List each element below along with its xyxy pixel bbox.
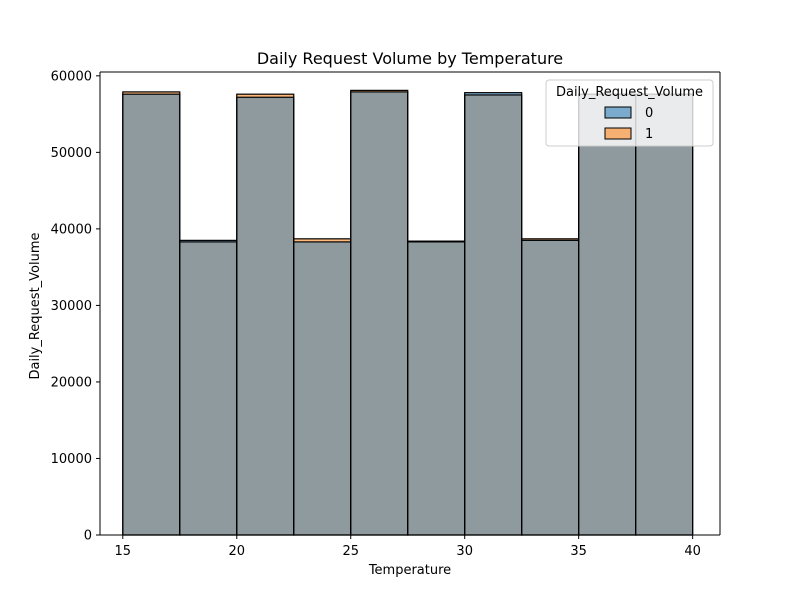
histogram-bar-series-1-excess bbox=[350, 90, 408, 92]
chart-title: Daily Request Volume by Temperature bbox=[257, 49, 563, 68]
legend-title: Daily_Request_Volume bbox=[556, 85, 703, 100]
histogram-bar-series-1-excess bbox=[236, 94, 294, 98]
histogram-bar-overlap bbox=[179, 241, 237, 535]
x-tick-label: 20 bbox=[228, 544, 245, 559]
y-tick-label: 40000 bbox=[51, 222, 92, 237]
axes-layer: 15 20 25 30 35 40 0 10000 20000 30000 40000 50000 60… bbox=[51, 69, 721, 559]
y-tick-label: 20000 bbox=[51, 375, 92, 390]
histogram-bar-series-1-excess bbox=[521, 238, 579, 241]
legend-label-series-0: 0 bbox=[645, 106, 653, 121]
histogram-bar-overlap bbox=[464, 94, 522, 535]
legend-swatch-series-1 bbox=[604, 127, 632, 140]
histogram-bar-series-1-excess bbox=[122, 91, 180, 95]
histogram-bar-overlap bbox=[236, 97, 294, 535]
histogram-bar-overlap bbox=[521, 240, 579, 535]
x-tick-label: 15 bbox=[115, 544, 132, 559]
x-tick-label: 30 bbox=[456, 544, 473, 559]
y-tick-label: 0 bbox=[84, 529, 92, 544]
y-tick-label: 30000 bbox=[51, 299, 92, 314]
x-tick-label: 40 bbox=[684, 544, 701, 559]
histogram-bar-series-0-excess bbox=[464, 92, 522, 95]
legend: Daily_Request_Volume 0 1 bbox=[545, 79, 714, 147]
histogram-bar-overlap bbox=[293, 241, 351, 535]
y-tick-label: 50000 bbox=[51, 146, 92, 161]
bars-layer bbox=[122, 89, 694, 536]
histogram-bar-overlap bbox=[635, 94, 693, 535]
x-tick-label: 25 bbox=[342, 544, 359, 559]
y-axis-label: Daily_Request_Volume bbox=[28, 232, 43, 379]
x-tick-label: 35 bbox=[570, 544, 587, 559]
histogram-bar-overlap bbox=[122, 94, 180, 535]
legend-swatch-series-0 bbox=[604, 106, 632, 119]
histogram-bar-overlap bbox=[350, 91, 408, 535]
histogram-bar-overlap bbox=[407, 241, 465, 535]
legend-label-series-1: 1 bbox=[645, 127, 653, 142]
x-axis-label: Temperature bbox=[368, 563, 451, 578]
y-tick-label: 60000 bbox=[51, 69, 92, 84]
histogram-bar-series-0-excess bbox=[179, 240, 237, 242]
histogram-bar-overlap bbox=[578, 94, 636, 535]
histogram-bar-series-1-excess bbox=[293, 238, 351, 242]
y-tick-label: 10000 bbox=[51, 452, 92, 467]
